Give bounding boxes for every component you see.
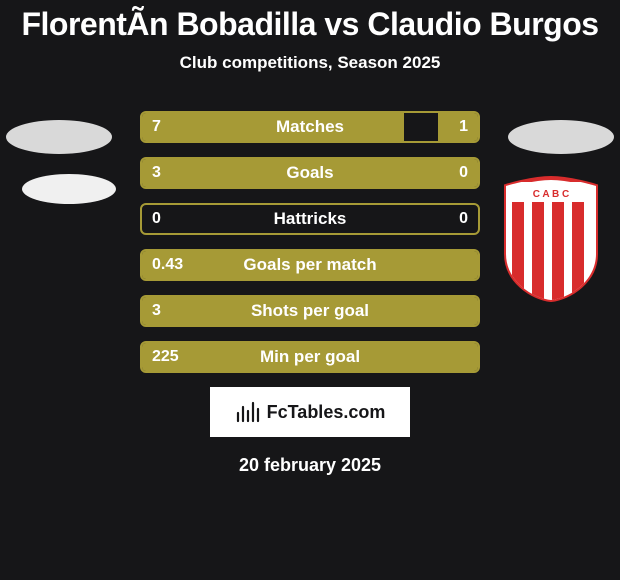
stat-value-left: 7 bbox=[152, 118, 161, 136]
stat-label: Shots per goal bbox=[251, 301, 369, 321]
stat-value-left: 3 bbox=[152, 302, 161, 320]
fctables-logo-icon bbox=[235, 399, 261, 425]
stat-row: 7 1 Matches bbox=[140, 111, 480, 143]
page-title: FlorentÃ­n Bobadilla vs Claudio Burgos bbox=[0, 0, 620, 43]
stat-value-left: 3 bbox=[152, 164, 161, 182]
stat-value-right: 1 bbox=[459, 118, 468, 136]
stat-row: 0.43 Goals per match bbox=[140, 249, 480, 281]
stat-label: Goals per match bbox=[243, 255, 376, 275]
fctables-banner: FcTables.com bbox=[210, 387, 410, 437]
stats-container: 7 1 Matches 3 0 Goals 0 0 Hattricks 0.43 Goals per… bbox=[0, 111, 620, 373]
stat-label: Matches bbox=[276, 117, 344, 137]
stat-row: 3 0 Goals bbox=[140, 157, 480, 189]
stat-row: 225 Min per goal bbox=[140, 341, 480, 373]
stat-value-left: 0.43 bbox=[152, 256, 183, 274]
stat-row: 0 0 Hattricks bbox=[140, 203, 480, 235]
stat-value-right: 0 bbox=[459, 210, 468, 228]
fctables-label: FcTables.com bbox=[267, 402, 386, 423]
stat-label: Hattricks bbox=[274, 209, 347, 229]
stat-row: 3 Shots per goal bbox=[140, 295, 480, 327]
stat-bar-left bbox=[142, 113, 404, 141]
page-subtitle: Club competitions, Season 2025 bbox=[0, 53, 620, 73]
stat-value-left: 225 bbox=[152, 348, 179, 366]
stat-label: Goals bbox=[286, 163, 333, 183]
stat-value-left: 0 bbox=[152, 210, 161, 228]
stat-label: Min per goal bbox=[260, 347, 360, 367]
stat-bar-right bbox=[438, 113, 478, 141]
comparison-date: 20 february 2025 bbox=[0, 455, 620, 476]
stat-value-right: 0 bbox=[459, 164, 468, 182]
